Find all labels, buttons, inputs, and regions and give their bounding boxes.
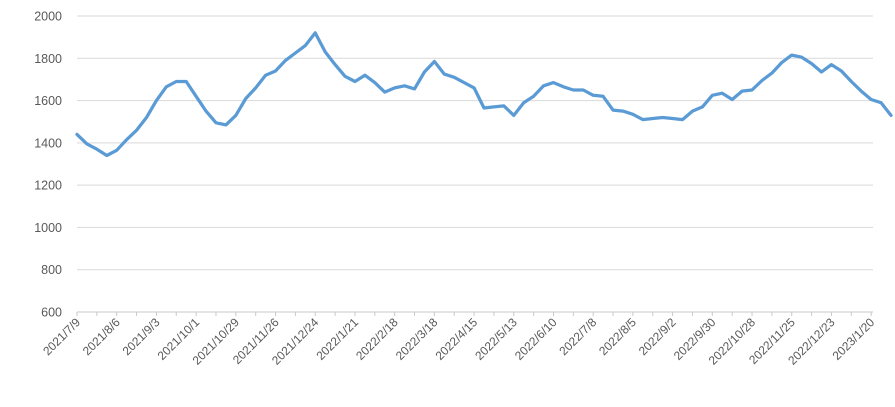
y-axis-tick-label: 2000 xyxy=(34,10,62,24)
y-axis-tick-label: 600 xyxy=(41,306,62,320)
y-axis-tick-label: 1800 xyxy=(34,52,62,66)
series-line xyxy=(75,31,893,158)
y-axis-tick-label: 1400 xyxy=(34,136,62,150)
y-axis-tick-label: 1200 xyxy=(34,179,62,193)
y-axis-labels: 2000 1800 1600 1400 1200 1000 800 600 xyxy=(34,10,62,320)
x-axis-ticks xyxy=(76,312,872,316)
y-axis-tick-label: 800 xyxy=(41,263,62,277)
y-axis-tick-label: 1000 xyxy=(34,221,62,235)
y-axis-tick-label: 1600 xyxy=(34,94,62,108)
y-gridlines xyxy=(77,15,873,313)
